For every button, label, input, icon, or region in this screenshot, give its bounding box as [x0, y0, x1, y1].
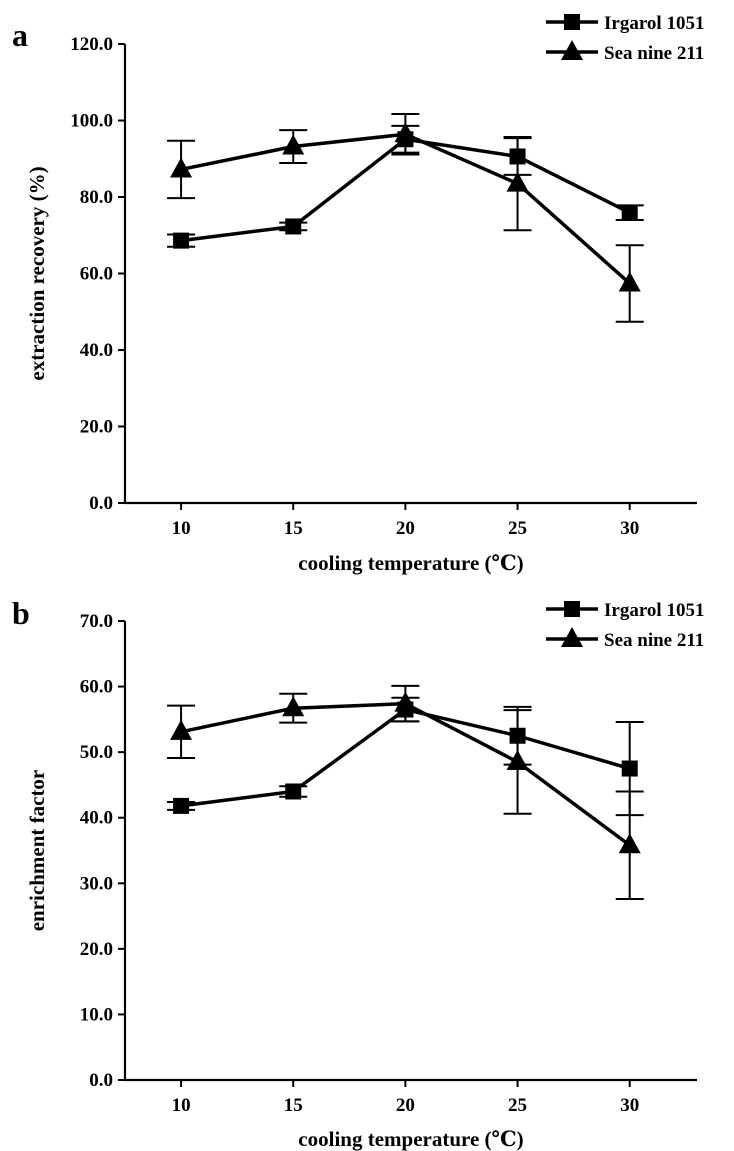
data-point-triangle [282, 134, 305, 155]
series-line [180, 701, 631, 847]
x-tick-label: 10 [172, 518, 191, 539]
series-line [180, 132, 631, 285]
series-triangle [167, 112, 644, 323]
chart-panel-a: a 0.0 20.0 40.0 60.0 80.0 100.0 120.0 10 15 20 25 30… [12, 13, 704, 575]
y-tick-label: 20.0 [80, 939, 113, 960]
data-point-square [285, 783, 302, 800]
y-axis-title: enrichment factor [25, 770, 49, 932]
chart-panel-b: b 0.0 10.0 20.0 30.0 40.0 50.0 60.0 70.0 10 15 20 25… [12, 595, 704, 1151]
data-point-square [621, 760, 638, 777]
y-tick-label: 0.0 [89, 493, 113, 514]
x-tick-label: 25 [508, 518, 527, 539]
x-tick-label: 20 [396, 1095, 415, 1116]
data-point-square [173, 232, 190, 249]
x-tick-label: 15 [284, 518, 303, 539]
x-tick-label: 30 [620, 1095, 639, 1116]
x-tick-label: 20 [396, 518, 415, 539]
y-tick-label: 70.0 [80, 611, 113, 632]
legend: Irgarol 1051 Sea nine 211 [546, 600, 704, 651]
data-point-square [285, 218, 302, 235]
y-tick-label: 10.0 [80, 1004, 113, 1025]
data-point-triangle [282, 696, 305, 717]
data-point-triangle [618, 833, 641, 854]
panel-label: a [12, 17, 28, 53]
legend-label: Irgarol 1051 [604, 600, 704, 621]
legend-label: Sea nine 211 [604, 43, 704, 64]
data-point-triangle [394, 122, 417, 143]
legend-marker-triangle [561, 40, 583, 60]
y-tick-label: 60.0 [80, 677, 113, 698]
x-tick-label: 10 [172, 1095, 191, 1116]
data-point-square [173, 797, 190, 814]
y-tick-label: 80.0 [80, 187, 113, 208]
x-axis-title: cooling temperature (℃) [298, 551, 523, 575]
y-tick-label: 30.0 [80, 873, 113, 894]
y-tick-label: 0.0 [89, 1070, 113, 1091]
panel-label: b [12, 595, 30, 631]
legend-marker-square [564, 14, 580, 30]
y-tick-label: 100.0 [70, 111, 113, 132]
data-point-triangle [170, 719, 193, 740]
data-point-triangle [394, 691, 417, 712]
data-point-triangle [506, 171, 529, 192]
legend-label: Sea nine 211 [604, 630, 704, 651]
data-point-triangle [618, 271, 641, 292]
y-tick-label: 60.0 [80, 264, 113, 285]
series-line [180, 707, 631, 808]
x-tick-label: 15 [284, 1095, 303, 1116]
series-triangle [167, 684, 644, 901]
legend-marker-triangle [561, 627, 583, 647]
y-tick-label: 40.0 [80, 808, 113, 829]
y-tick-label: 20.0 [80, 417, 113, 438]
y-tick-label: 50.0 [80, 742, 113, 763]
legend-label: Irgarol 1051 [604, 13, 704, 34]
legend-marker-square [564, 601, 580, 617]
legend: Irgarol 1051 Sea nine 211 [546, 13, 704, 64]
data-point-square [621, 204, 638, 221]
data-point-triangle [170, 157, 193, 178]
y-tick-label: 120.0 [70, 34, 113, 55]
y-tick-label: 40.0 [80, 340, 113, 361]
x-tick-label: 30 [620, 518, 639, 539]
x-tick-label: 25 [508, 1095, 527, 1116]
x-axis-title: cooling temperature (℃) [298, 1127, 523, 1151]
data-point-triangle [506, 749, 529, 770]
y-axis-title: extraction recovery (%) [25, 166, 49, 380]
